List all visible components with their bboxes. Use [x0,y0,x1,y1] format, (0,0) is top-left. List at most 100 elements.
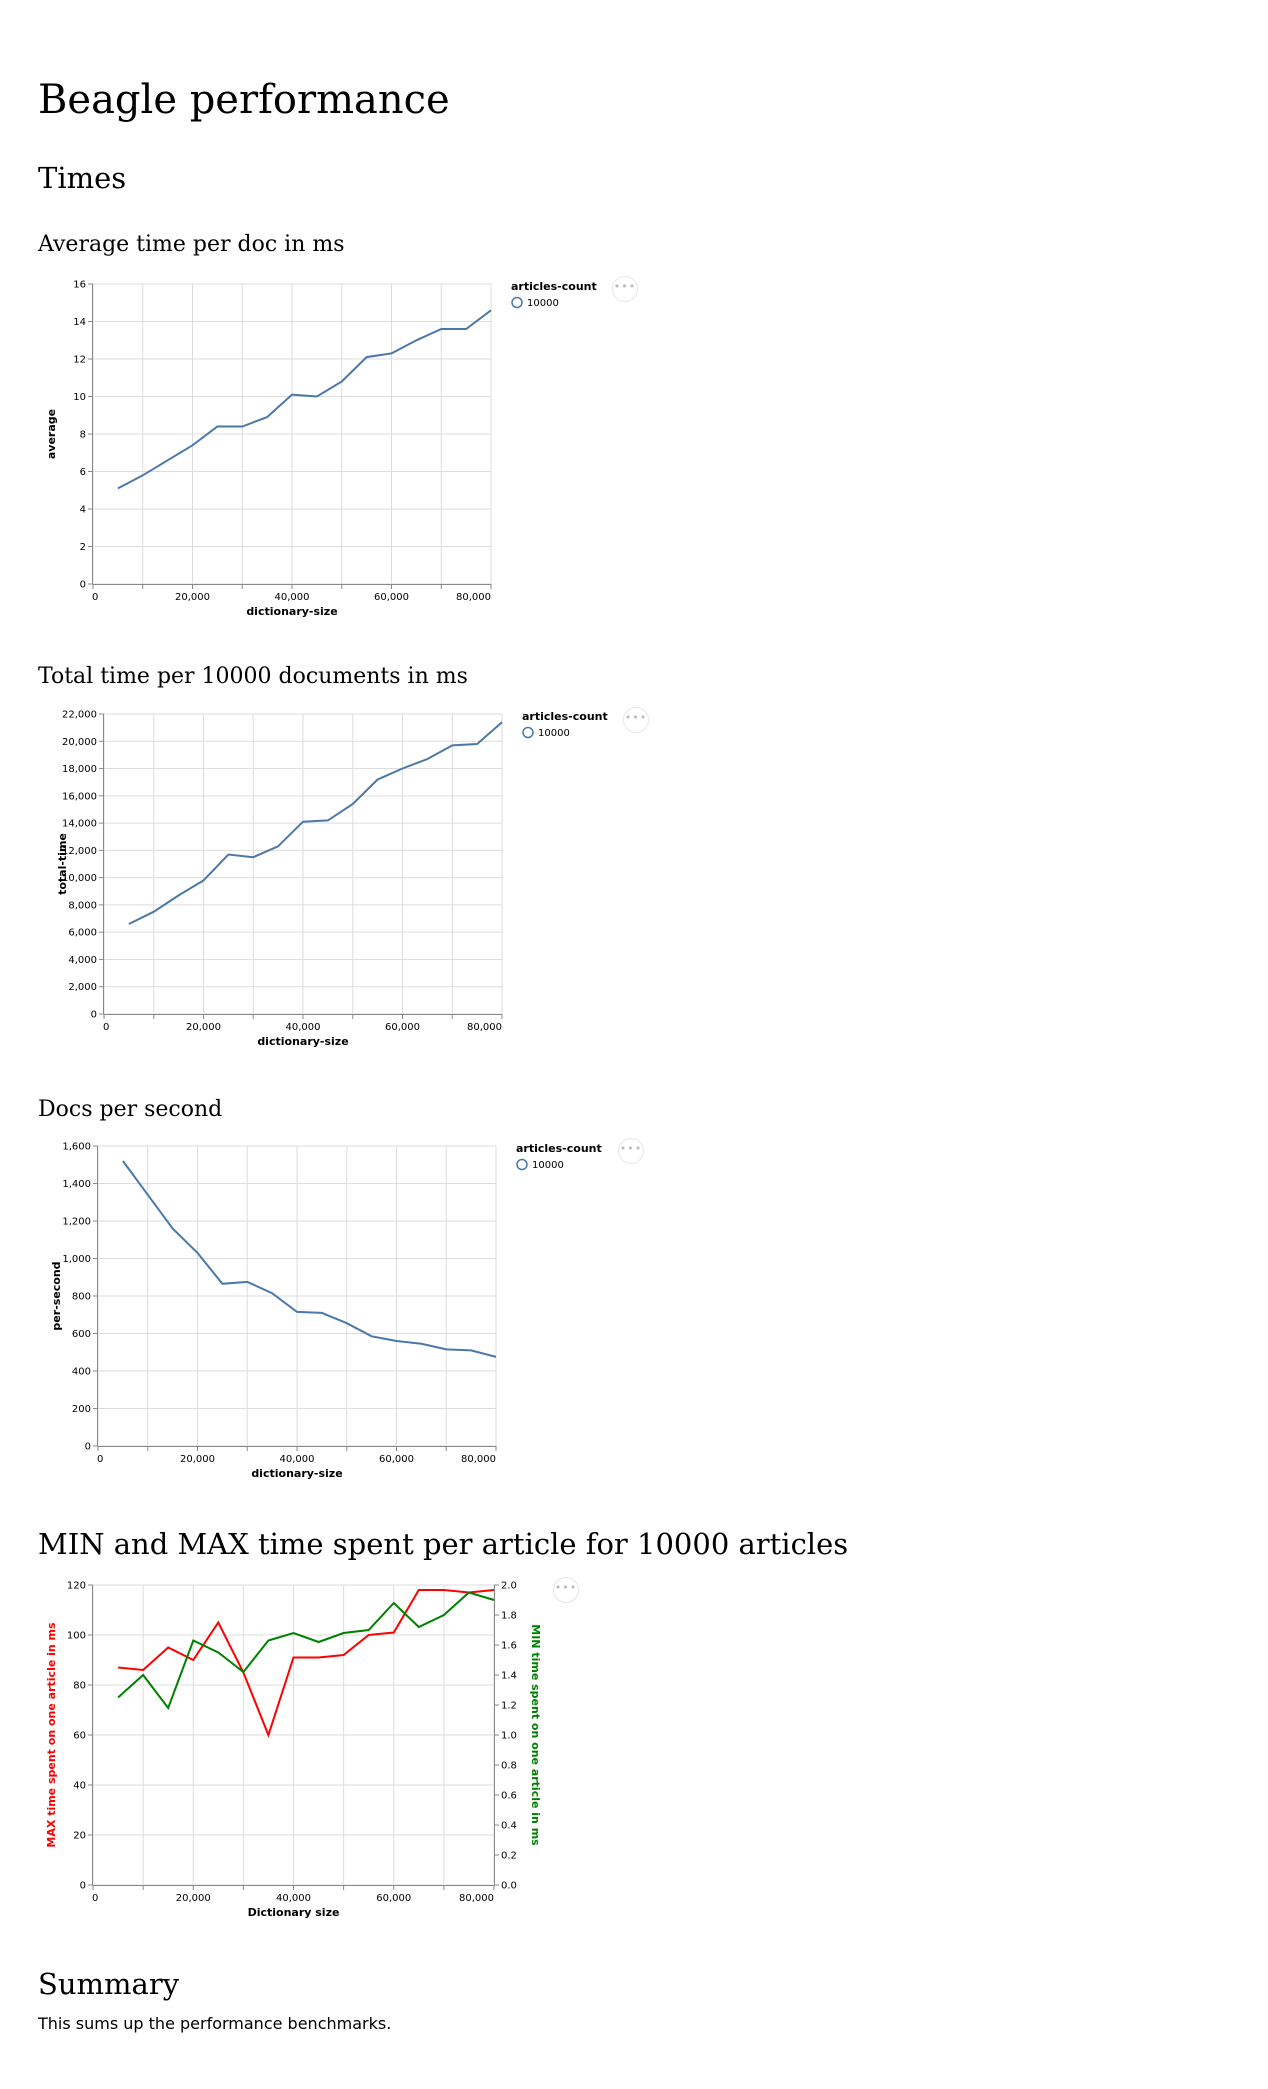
legend-symbol [522,726,534,739]
y-axis-title: per-second [50,1261,63,1330]
x-tick-label: 20,000 [186,1022,221,1033]
legend-title: articles-count [516,1142,602,1155]
y-tick-label: 12 [73,355,86,366]
x-tick-label: 40,000 [276,1893,311,1904]
y-right-axis-title: MIN time spent on one article in ms [529,1624,542,1846]
x-axis-title: Dictionary size [248,1906,340,1919]
y-right-tick-label: 0.8 [501,1761,517,1772]
min-max-time-chart: 0 20,000 40,000 60,000 80,000 0 20 40 60 80 100 120… [45,1581,542,1920]
y-axis-title: MAX time spent on one article in ms [45,1622,58,1848]
y-tick-label: 200 [72,1404,91,1415]
y-right-tick-label: 1.6 [501,1641,517,1652]
x-tick-label: 0 [92,1893,98,1904]
y-tick-label: 1,000 [62,1254,91,1265]
y-tick-label: 80 [73,1681,86,1692]
x-tick-label: 0 [103,1022,109,1033]
x-tick-label: 60,000 [376,1893,411,1904]
total-time-chart: 0 20,000 40,000 60,000 80,000 0 2,000 4,000 6,00… [56,710,608,1049]
y-tick-label: 120 [67,1581,86,1592]
y-tick-label: 4,000 [68,955,97,966]
chart-title-docs-per-second: Docs per second [38,1097,223,1122]
page-title: Beagle performance [38,77,450,123]
x-tick-label: 0 [97,1454,103,1465]
y-tick-label: 0 [80,1881,86,1892]
y-tick-label: 6,000 [68,928,97,939]
chart-title-average: Average time per doc in ms [38,232,345,257]
y-tick-label: 0 [85,1442,91,1453]
y-tick-label: 2,000 [68,982,97,993]
y-axis-title: total-time [56,833,69,895]
y-right-tick-label: 0.0 [501,1881,517,1892]
x-tick-label: 20,000 [180,1454,215,1465]
y-tick-label: 400 [72,1367,91,1378]
y-tick-label: 4 [80,505,86,516]
average-time-chart: 0 20,000 40,000 60,000 80,000 0 2 4 6 8 10 12 14 16 di… [45,280,597,619]
grid-lines [92,1584,495,1886]
section-heading-summary: Summary [38,1967,180,2001]
x-axis-title: dictionary-size [246,605,337,618]
x-tick-label: 60,000 [379,1454,414,1465]
y-right-tick-label: 2.0 [501,1581,517,1592]
x-tick-label: 40,000 [280,1454,315,1465]
legend-title: articles-count [522,710,608,723]
x-axis-title: dictionary-size [257,1035,348,1048]
legend-symbol [516,1158,528,1171]
ellipsis-icon: ••• [619,1142,643,1155]
docs-per-second-chart: 0 20,000 40,000 60,000 80,000 0 200 400 600 800 1,… [50,1142,602,1481]
y-tick-label: 22,000 [62,710,97,721]
y-tick-label: 60 [73,1731,86,1742]
y-tick-label: 800 [72,1292,91,1303]
series-line-max [118,1589,495,1738]
series-line [128,721,503,925]
grid-lines [97,1145,497,1447]
y-tick-label: 8 [80,430,86,441]
y-tick-label: 20,000 [62,737,97,748]
x-tick-label: 80,000 [467,1022,502,1033]
x-tick-label: 60,000 [374,592,409,603]
grid-lines [92,283,492,585]
y-tick-label: 18,000 [62,764,97,775]
legend-label: 10000 [532,1160,564,1171]
legend-symbol [511,296,523,309]
chart-title-total-time: Total time per 10000 documents in ms [38,664,468,689]
y-tick-label: 10,000 [62,873,97,884]
legend-label: 10000 [538,728,570,739]
y-tick-label: 1,400 [62,1179,91,1190]
y-tick-label: 16,000 [62,791,97,802]
legend: articles-count 10000 [516,1142,602,1171]
y-right-tick-label: 0.6 [501,1791,517,1802]
y-tick-label: 14 [73,317,86,328]
chart-title-min-max: MIN and MAX time spent per article for 1… [38,1527,849,1561]
y-tick-label: 600 [72,1329,91,1340]
y-tick-label: 1,600 [62,1142,91,1153]
x-tick-label: 40,000 [275,592,310,603]
legend: articles-count 10000 [511,280,597,309]
legend-title: articles-count [511,280,597,293]
series-line-min [117,1591,495,1711]
y-tick-label: 40 [73,1781,86,1792]
chart-actions-menu[interactable]: ••• [618,1138,644,1164]
chart-actions-menu[interactable]: ••• [612,276,638,302]
summary-text: This sums up the performance benchmarks. [38,2014,392,2033]
x-axis-title: dictionary-size [251,1467,342,1480]
y-tick-label: 8,000 [68,900,97,911]
y-tick-label: 14,000 [62,819,97,830]
x-tick-label: 40,000 [286,1022,321,1033]
chart-actions-menu[interactable]: ••• [623,707,649,733]
y-right-tick-label: 1.2 [501,1701,517,1712]
x-tick-label: 80,000 [456,592,491,603]
y-tick-label: 100 [67,1631,86,1642]
y-tick-label: 16 [73,280,86,291]
chart-actions-menu[interactable]: ••• [553,1577,579,1603]
y-tick-label: 20 [73,1831,86,1842]
y-tick-label: 6 [80,467,86,478]
x-tick-label: 20,000 [176,1893,211,1904]
legend-label: 10000 [527,298,559,309]
x-tick-label: 60,000 [385,1022,420,1033]
y-tick-label: 1,200 [62,1217,91,1228]
y-tick-label: 10 [73,392,86,403]
ellipsis-icon: ••• [624,711,648,724]
y-right-tick-label: 1.8 [501,1611,517,1622]
section-heading-times: Times [38,161,127,195]
grid-lines [103,713,503,1015]
